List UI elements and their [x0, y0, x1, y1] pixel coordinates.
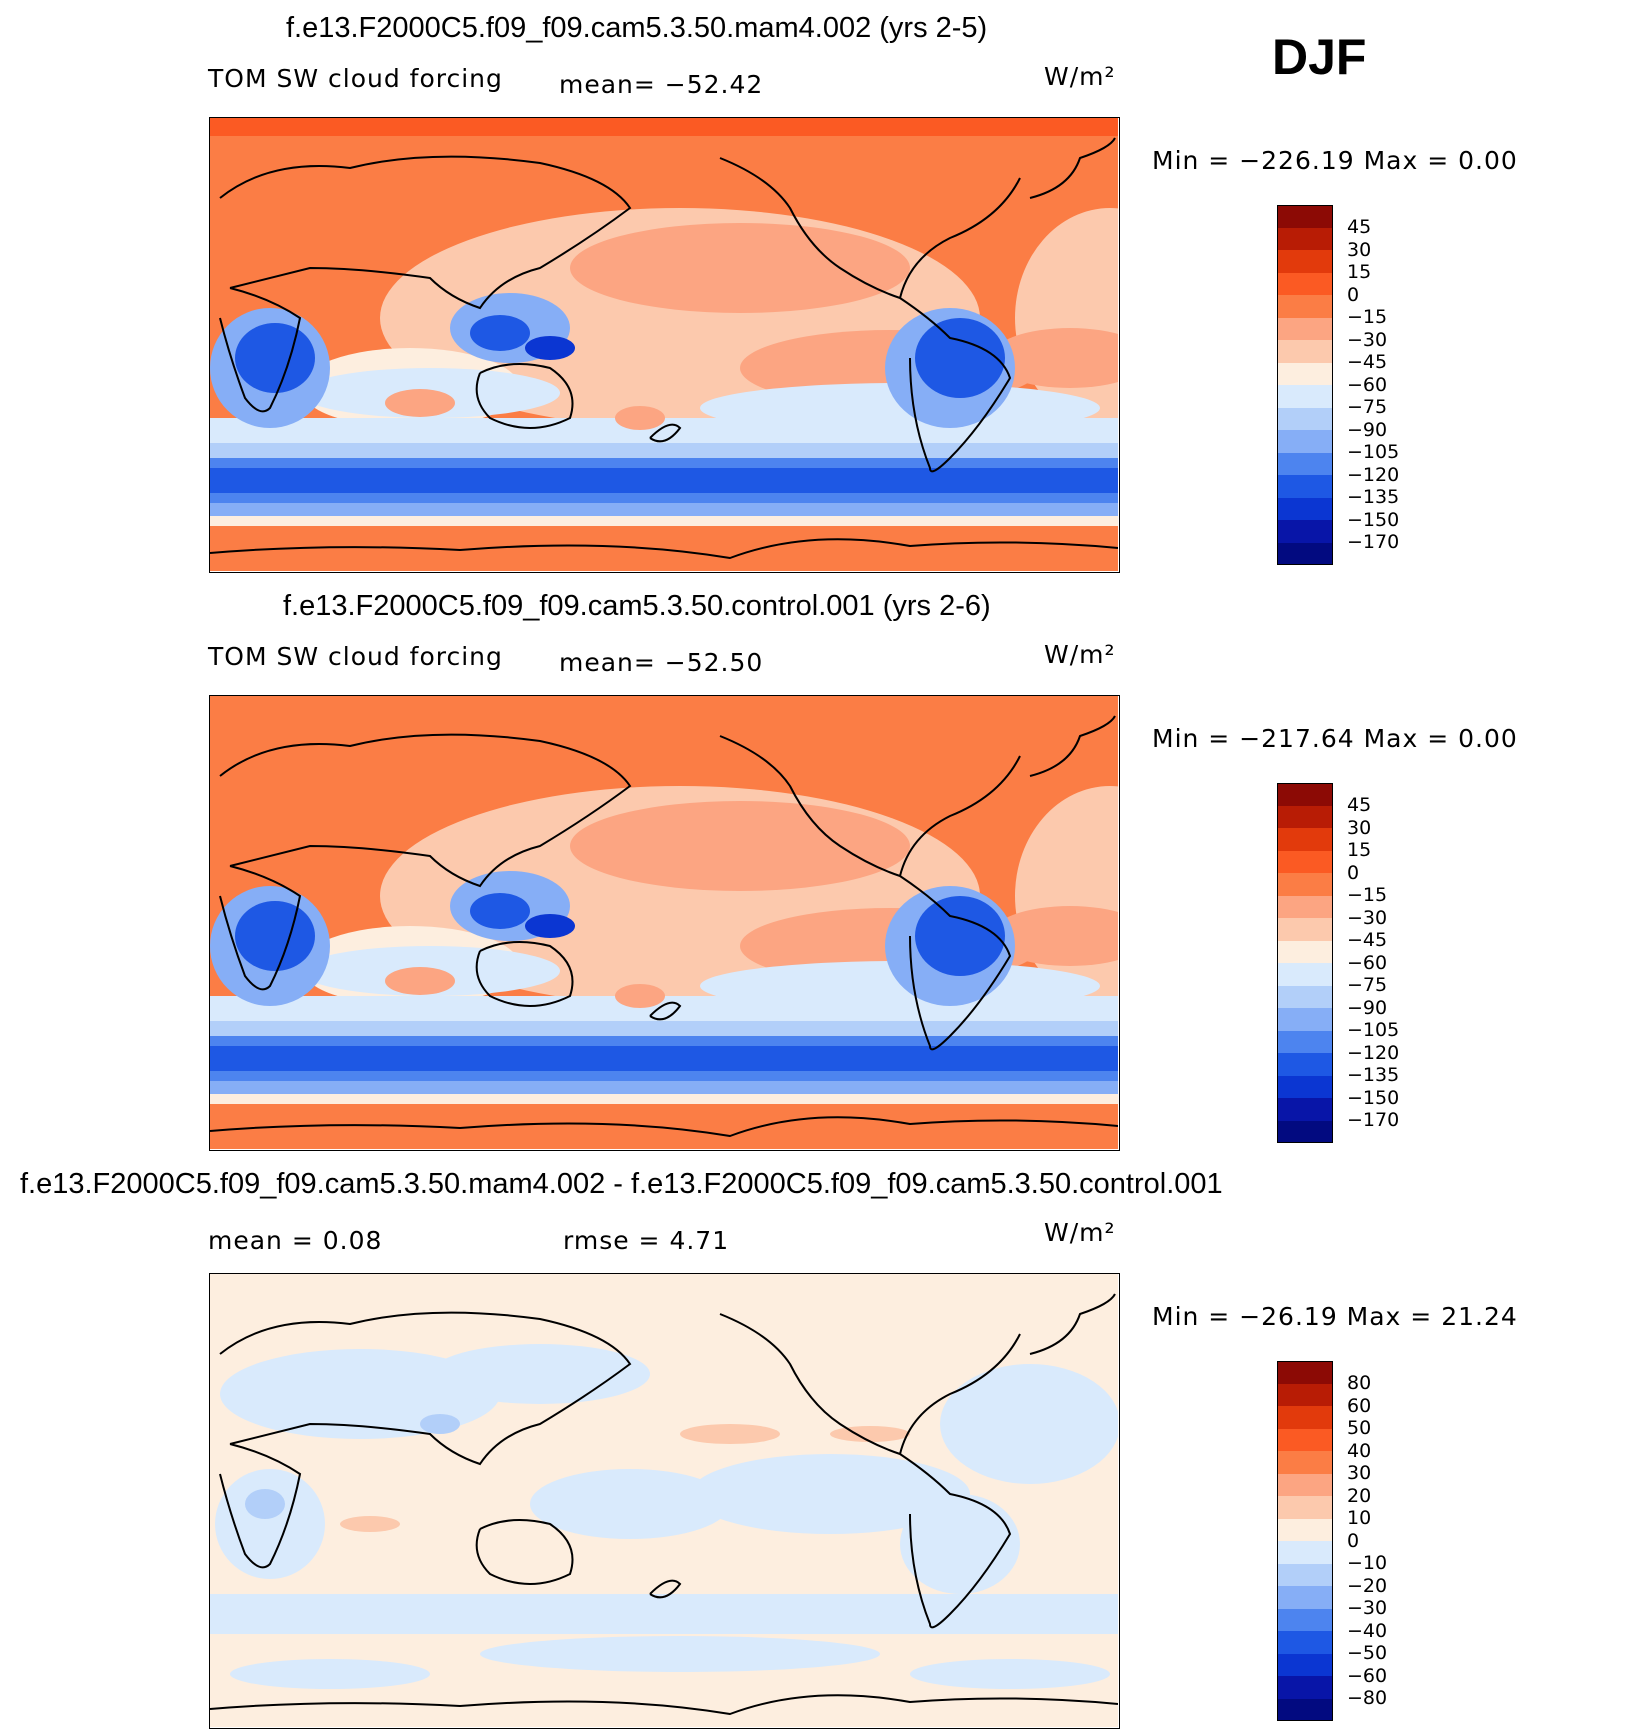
panel2-title: f.e13.F2000C5.f09_f09.cam5.3.50.control.… [283, 590, 991, 622]
panel1-legend-label: −60 [1347, 373, 1388, 396]
panel2-legend-label: −75 [1347, 974, 1388, 996]
panel1-units: W/m² [1044, 62, 1116, 91]
panel2-legend-label: −150 [1347, 1086, 1400, 1109]
panel1-legend-label: −15 [1347, 306, 1388, 328]
panel3-legend-label: −30 [1347, 1597, 1388, 1619]
panel2-legend-label: −60 [1347, 951, 1388, 974]
panel3-legend-label: −20 [1347, 1574, 1388, 1597]
panel2-legend-label: −45 [1347, 929, 1388, 951]
panel3-legend-label: 40 [1347, 1439, 1372, 1462]
panel2-mean-label: mean= −52.50 [559, 648, 764, 677]
panel2-legend-label: −90 [1347, 996, 1388, 1019]
panel2-left-label: TOM SW cloud forcing [208, 642, 503, 671]
panel3-legend-label: −40 [1347, 1619, 1388, 1642]
panel1-legend-label: −170 [1347, 531, 1400, 553]
panel2-legend-label: 0 [1347, 861, 1360, 884]
panel2-legend-label: −105 [1347, 1019, 1400, 1041]
panel3-minmax: Min = −26.19 Max = 21.24 [1152, 1302, 1518, 1331]
panel1-minmax: Min = −226.19 Max = 0.00 [1152, 146, 1518, 175]
panel3-legend-label: −50 [1347, 1642, 1388, 1664]
panel2-legend-label: −135 [1347, 1064, 1400, 1086]
panel2-map-field [210, 696, 1118, 1149]
panel3-legend-label: −80 [1347, 1687, 1388, 1709]
panel3-legend-label: 50 [1347, 1417, 1372, 1439]
panel1-left-label: TOM SW cloud forcing [208, 64, 503, 93]
panel1-map-field [210, 118, 1118, 571]
panel1-mean-label: mean= −52.42 [559, 70, 764, 99]
panel2-legend-label: −15 [1347, 884, 1388, 906]
panel1-legend-label: 0 [1347, 283, 1360, 306]
panel3-legend-label: 30 [1347, 1462, 1372, 1484]
panel1-legend-label: −75 [1347, 396, 1388, 418]
panel2-units: W/m² [1044, 640, 1116, 669]
panel3-colorbar: 80 60 50 40 30 20 10 0 −10 −20 −30 −40 −… [1277, 1361, 1387, 1721]
panel1-legend-label: −120 [1347, 463, 1400, 486]
panel1-legend-label: −150 [1347, 508, 1400, 531]
panel2-legend-label: −30 [1347, 906, 1388, 929]
panel2-legend-label: −120 [1347, 1041, 1400, 1064]
panel2-legend-label: 30 [1347, 816, 1372, 839]
season-label: DJF [1272, 29, 1367, 85]
panel3-units: W/m² [1044, 1218, 1116, 1247]
panel1-colorbar: 45 30 15 0 −15 −30 −45 −60 −75 −90 −105 … [1277, 205, 1399, 565]
panel3-legend-label: 0 [1347, 1529, 1360, 1552]
panel3-mean-label: mean = 0.08 [208, 1226, 383, 1255]
panel2-legend-label: −170 [1347, 1109, 1400, 1131]
panel3-rmse-label: rmse = 4.71 [563, 1226, 730, 1255]
panel3-legend-label: −60 [1347, 1664, 1388, 1687]
panel1-legend-label: −90 [1347, 418, 1388, 441]
panel3-map-field [210, 1274, 1118, 1727]
panel1-title: f.e13.F2000C5.f09_f09.cam5.3.50.mam4.002… [286, 12, 988, 44]
panel2-legend-label: 15 [1347, 839, 1372, 861]
panel3-map [209, 1273, 1120, 1729]
panel3-legend-label: 20 [1347, 1484, 1372, 1507]
panel1-legend-label: −135 [1347, 486, 1400, 508]
panel1-legend-label: −105 [1347, 441, 1400, 463]
panel1-legend-label: −45 [1347, 351, 1388, 373]
panel2-legend-label: 45 [1347, 794, 1372, 816]
panel3-legend-label: 80 [1347, 1372, 1372, 1394]
panel2-colorbar: 45 30 15 0 −15 −30 −45 −60 −75 −90 −105 … [1277, 783, 1399, 1143]
panel3-legend-label: −10 [1347, 1552, 1388, 1574]
panel1-legend-label: −30 [1347, 328, 1388, 351]
panel1-legend-label: 45 [1347, 216, 1372, 238]
panel1-legend-label: 30 [1347, 238, 1372, 261]
panel1-map [209, 117, 1120, 573]
panel2-minmax: Min = −217.64 Max = 0.00 [1152, 724, 1518, 753]
panel3-legend-label: 60 [1347, 1394, 1372, 1417]
panel1-legend-label: 15 [1347, 261, 1372, 283]
panel3-legend-label: 10 [1347, 1507, 1372, 1529]
panel2-map [209, 695, 1120, 1151]
panel3-title: f.e13.F2000C5.f09_f09.cam5.3.50.mam4.002… [20, 1168, 1223, 1200]
